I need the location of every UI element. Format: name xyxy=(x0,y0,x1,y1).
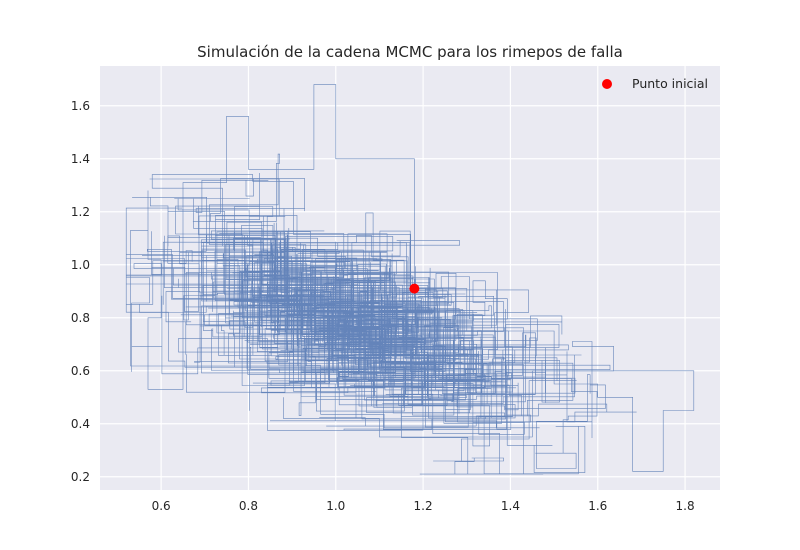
legend-marker xyxy=(602,79,612,89)
legend-label: Punto inicial xyxy=(632,76,708,91)
chain-trace xyxy=(125,84,695,475)
y-tick-label: 1.0 xyxy=(71,258,90,272)
y-tick-label: 0.6 xyxy=(71,364,90,378)
x-tick-label: 1.6 xyxy=(588,499,607,513)
x-tick-label: 0.8 xyxy=(239,499,258,513)
start-point-marker xyxy=(409,283,420,294)
x-tick-label: 1.4 xyxy=(501,499,520,513)
x-tick-labels: 0.6 0.8 1.0 1.2 1.4 1.6 1.8 xyxy=(152,499,695,513)
y-tick-label: 1.2 xyxy=(71,205,90,219)
y-tick-label: 0.8 xyxy=(71,311,90,325)
y-tick-label: 0.4 xyxy=(71,417,90,431)
legend: Punto inicial xyxy=(602,76,708,91)
x-tick-label: 1.8 xyxy=(676,499,695,513)
x-tick-label: 1.2 xyxy=(414,499,433,513)
y-tick-label: 1.6 xyxy=(71,99,90,113)
x-tick-label: 0.6 xyxy=(152,499,171,513)
y-tick-label: 0.2 xyxy=(71,470,90,484)
chain-path xyxy=(125,84,695,475)
chart-title: Simulación de la cadena MCMC para los ri… xyxy=(197,43,623,61)
y-tick-label: 1.4 xyxy=(71,152,90,166)
start-point-layer xyxy=(409,283,420,294)
y-tick-labels: 0.2 0.4 0.6 0.8 1.0 1.2 1.4 1.6 xyxy=(71,99,90,484)
x-tick-label: 1.0 xyxy=(326,499,345,513)
